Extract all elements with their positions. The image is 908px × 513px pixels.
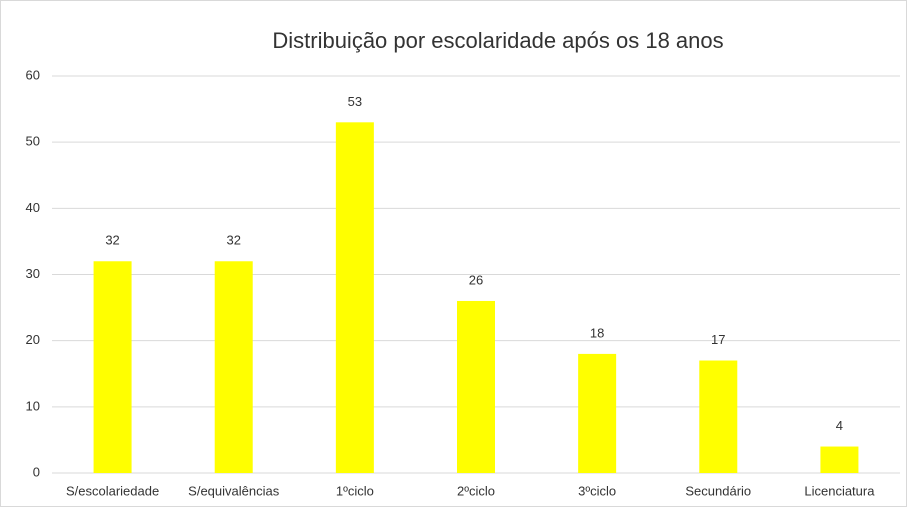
y-tick-label: 30: [26, 266, 40, 281]
bar: [214, 261, 253, 473]
data-label: 32: [226, 233, 240, 248]
bar: [699, 360, 738, 473]
data-label: 53: [348, 94, 362, 109]
y-tick-label: 50: [26, 134, 40, 149]
y-tick-label: 60: [26, 67, 40, 82]
data-label: 18: [590, 325, 604, 340]
data-label: 32: [105, 233, 119, 248]
y-tick-label: 40: [26, 200, 40, 215]
x-tick-label: Secundário: [685, 483, 751, 498]
data-label: 17: [711, 332, 725, 347]
x-tick-label: S/escolariedade: [66, 483, 159, 498]
bar: [335, 122, 374, 474]
bar: [457, 300, 495, 473]
x-tick-label: Licenciatura: [804, 483, 875, 498]
y-tick-label: 20: [26, 332, 40, 347]
bar: [578, 353, 617, 473]
bar: [820, 446, 859, 473]
x-tick-label: S/equivalências: [188, 483, 280, 498]
chart-title: Distribuição por escolaridade após os 18…: [272, 28, 723, 53]
data-label: 4: [836, 418, 843, 433]
x-tick-label: 2ºciclo: [457, 483, 495, 498]
data-label: 26: [469, 272, 483, 287]
y-tick-label: 0: [33, 464, 40, 479]
x-tick-label: 1ºciclo: [336, 483, 374, 498]
y-tick-label: 10: [26, 398, 40, 413]
bar: [93, 261, 132, 473]
x-tick-label: 3ºciclo: [578, 483, 616, 498]
